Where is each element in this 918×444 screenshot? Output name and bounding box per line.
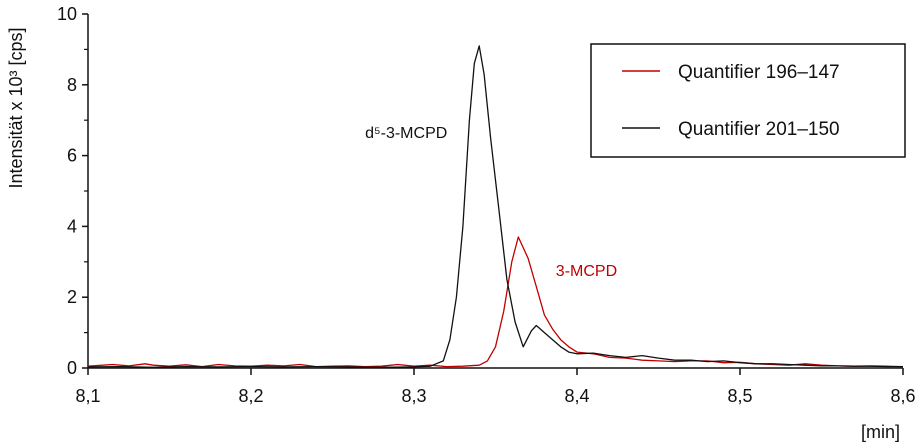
x-tick-label: 8,2 xyxy=(238,386,263,406)
legend-label-series-1: Quantifier 196–147 xyxy=(678,62,840,83)
y-tick-label: 6 xyxy=(67,146,77,166)
series-layer xyxy=(87,45,904,368)
y-tick-label: 4 xyxy=(67,216,77,236)
legend-box xyxy=(590,43,906,158)
x-tick-label: 8,3 xyxy=(401,386,426,406)
y-axis-label: Intensität x 10³ [cps] xyxy=(6,27,26,188)
x-axis-label: [min] xyxy=(861,422,900,442)
peak-annotation-2: 3-MCPD xyxy=(556,263,617,280)
y-tick-label: 10 xyxy=(57,4,77,24)
y-tick-label: 8 xyxy=(67,75,77,95)
series-line-2 xyxy=(87,45,903,368)
y-tick-label: 2 xyxy=(67,287,77,307)
x-tick-label: 8,5 xyxy=(727,386,752,406)
axes: 0 2 4 6 8 10 8,1 8,2 8,3 8,4 8,5 8,6 xyxy=(57,4,916,406)
annotation-layer: d⁵-3-MCPD 3-MCPD xyxy=(365,125,617,280)
x-tick-label: 8,1 xyxy=(75,386,100,406)
peak-annotation-1: d⁵-3-MCPD xyxy=(365,125,447,142)
x-tick-label: 8,6 xyxy=(890,386,915,406)
series-line-1 xyxy=(87,236,904,368)
y-tick-label: 0 xyxy=(67,358,77,378)
legend-label-series-2: Quantifier 201–150 xyxy=(678,119,840,140)
x-tick-label: 8,4 xyxy=(564,386,589,406)
legend: Quantifier 196–147 Quantifier 201–150 xyxy=(590,43,906,158)
